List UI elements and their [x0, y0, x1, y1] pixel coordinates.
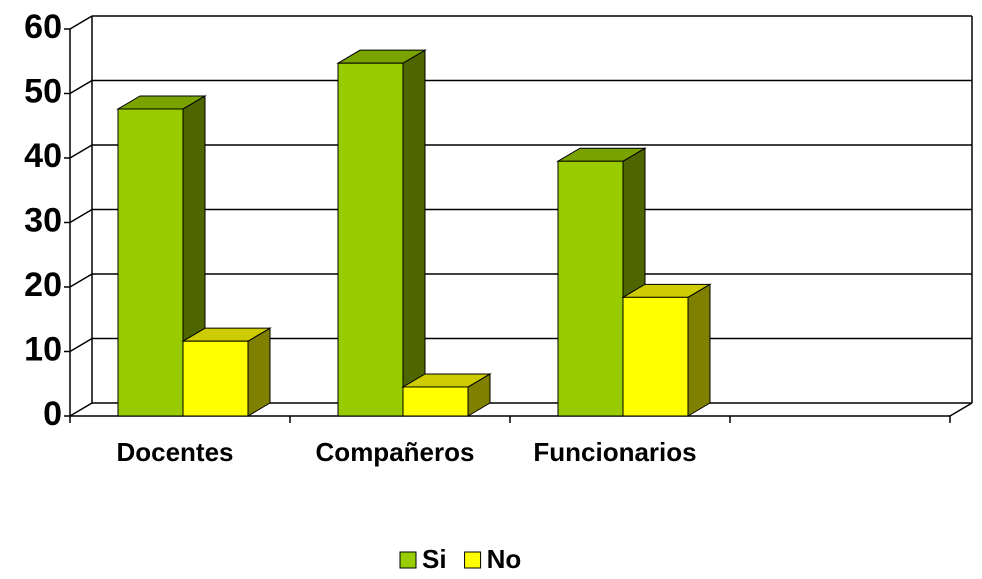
- y-tick-label: 30: [24, 201, 62, 239]
- x-tick-label: Docentes: [116, 437, 233, 467]
- x-tick-label: Compañeros: [316, 437, 475, 467]
- y-tick-label: 20: [24, 266, 62, 304]
- bar-side: [247, 327, 271, 417]
- bar: [557, 160, 624, 417]
- grid-line: [69, 144, 93, 159]
- grid-line: [69, 273, 93, 288]
- bar-side: [402, 49, 426, 417]
- legend-label: Si: [422, 544, 447, 574]
- y-tick-label: 50: [24, 72, 62, 110]
- bar: [117, 108, 184, 417]
- floor-edge: [949, 402, 973, 417]
- bar: [182, 340, 249, 417]
- bar: [337, 62, 404, 417]
- y-tick-label: 60: [24, 8, 62, 46]
- grid-line: [69, 79, 93, 95]
- y-tick-label: 40: [24, 137, 62, 175]
- grid-line: [69, 337, 93, 353]
- legend-swatch: [399, 551, 417, 569]
- y-tick-label: 0: [43, 395, 62, 433]
- grid-line: [69, 15, 93, 30]
- legend-label: No: [487, 544, 522, 574]
- y-tick-label: 10: [24, 330, 62, 368]
- bar-side: [687, 283, 711, 417]
- grid-line: [69, 208, 93, 224]
- grid-line: [69, 402, 93, 417]
- bar: [402, 386, 469, 417]
- bar: [622, 296, 689, 417]
- legend-swatch: [464, 551, 482, 569]
- x-tick-label: Funcionarios: [533, 437, 696, 467]
